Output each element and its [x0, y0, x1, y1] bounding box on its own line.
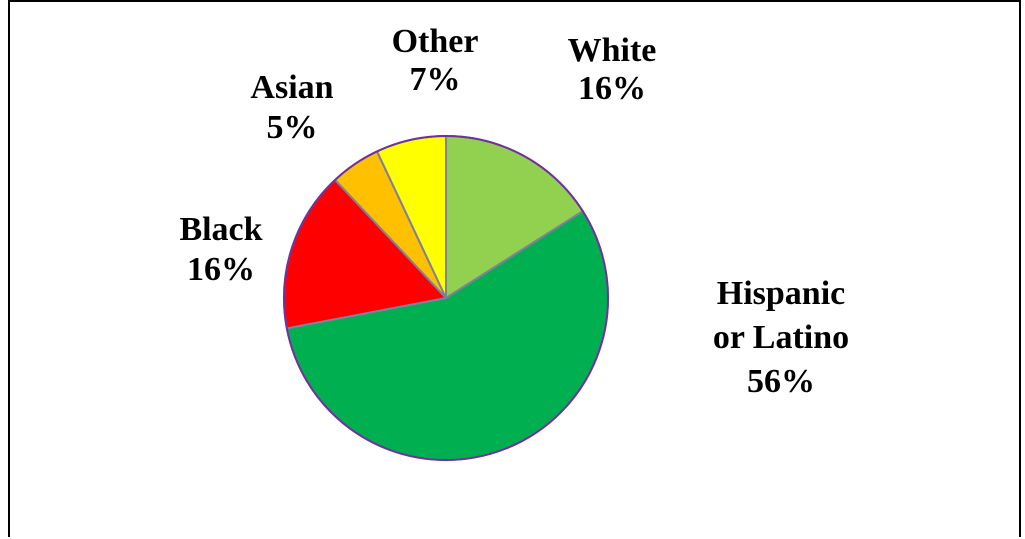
slice-label-line: 16% — [187, 251, 255, 288]
slice-label-line: White — [568, 32, 657, 69]
pie-labels: White 16%Hispanic or Latino 56%Black 16%Asia… — [179, 23, 849, 400]
slice-label-line: Asian — [250, 69, 333, 106]
slice-label-black: Black 16% — [179, 211, 262, 288]
pie-chart: White 16%Hispanic or Latino 56%Black 16%Asia… — [179, 23, 849, 461]
slice-label-line: 7% — [410, 61, 461, 98]
slice-label-line: Hispanic — [717, 275, 845, 312]
slice-label-line: Black — [179, 211, 262, 248]
pie-outer-ring — [283, 135, 609, 461]
slice-label-line: Other — [392, 23, 479, 60]
slice-label-line: or Latino — [713, 319, 849, 356]
pie-slices — [283, 135, 609, 461]
slice-label-asian: Asian 5% — [250, 69, 333, 146]
slice-label-line: 5% — [267, 109, 318, 146]
slice-label-white: White 16% — [568, 32, 657, 107]
slice-label-hispanic-or-latino: Hispanic or Latino 56% — [713, 275, 849, 400]
slice-label-line: 16% — [578, 70, 646, 107]
chart-frame: White 16% Hispanic or Latino 56% Black 16% Asia… — [8, 0, 1021, 537]
slice-label-line: 56% — [747, 363, 815, 400]
slice-label-other: Other 7% — [392, 23, 479, 98]
